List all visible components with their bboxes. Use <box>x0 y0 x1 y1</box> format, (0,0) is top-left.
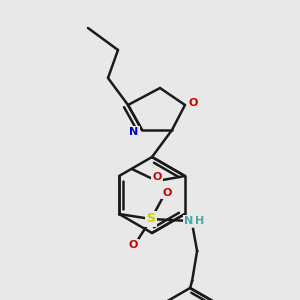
Text: O: O <box>128 240 138 250</box>
Text: O: O <box>152 172 162 182</box>
Text: S: S <box>147 212 156 226</box>
Text: N: N <box>184 216 194 226</box>
Text: N: N <box>129 127 139 137</box>
Text: O: O <box>188 98 198 108</box>
Text: H: H <box>196 216 205 226</box>
Text: O: O <box>162 188 172 198</box>
